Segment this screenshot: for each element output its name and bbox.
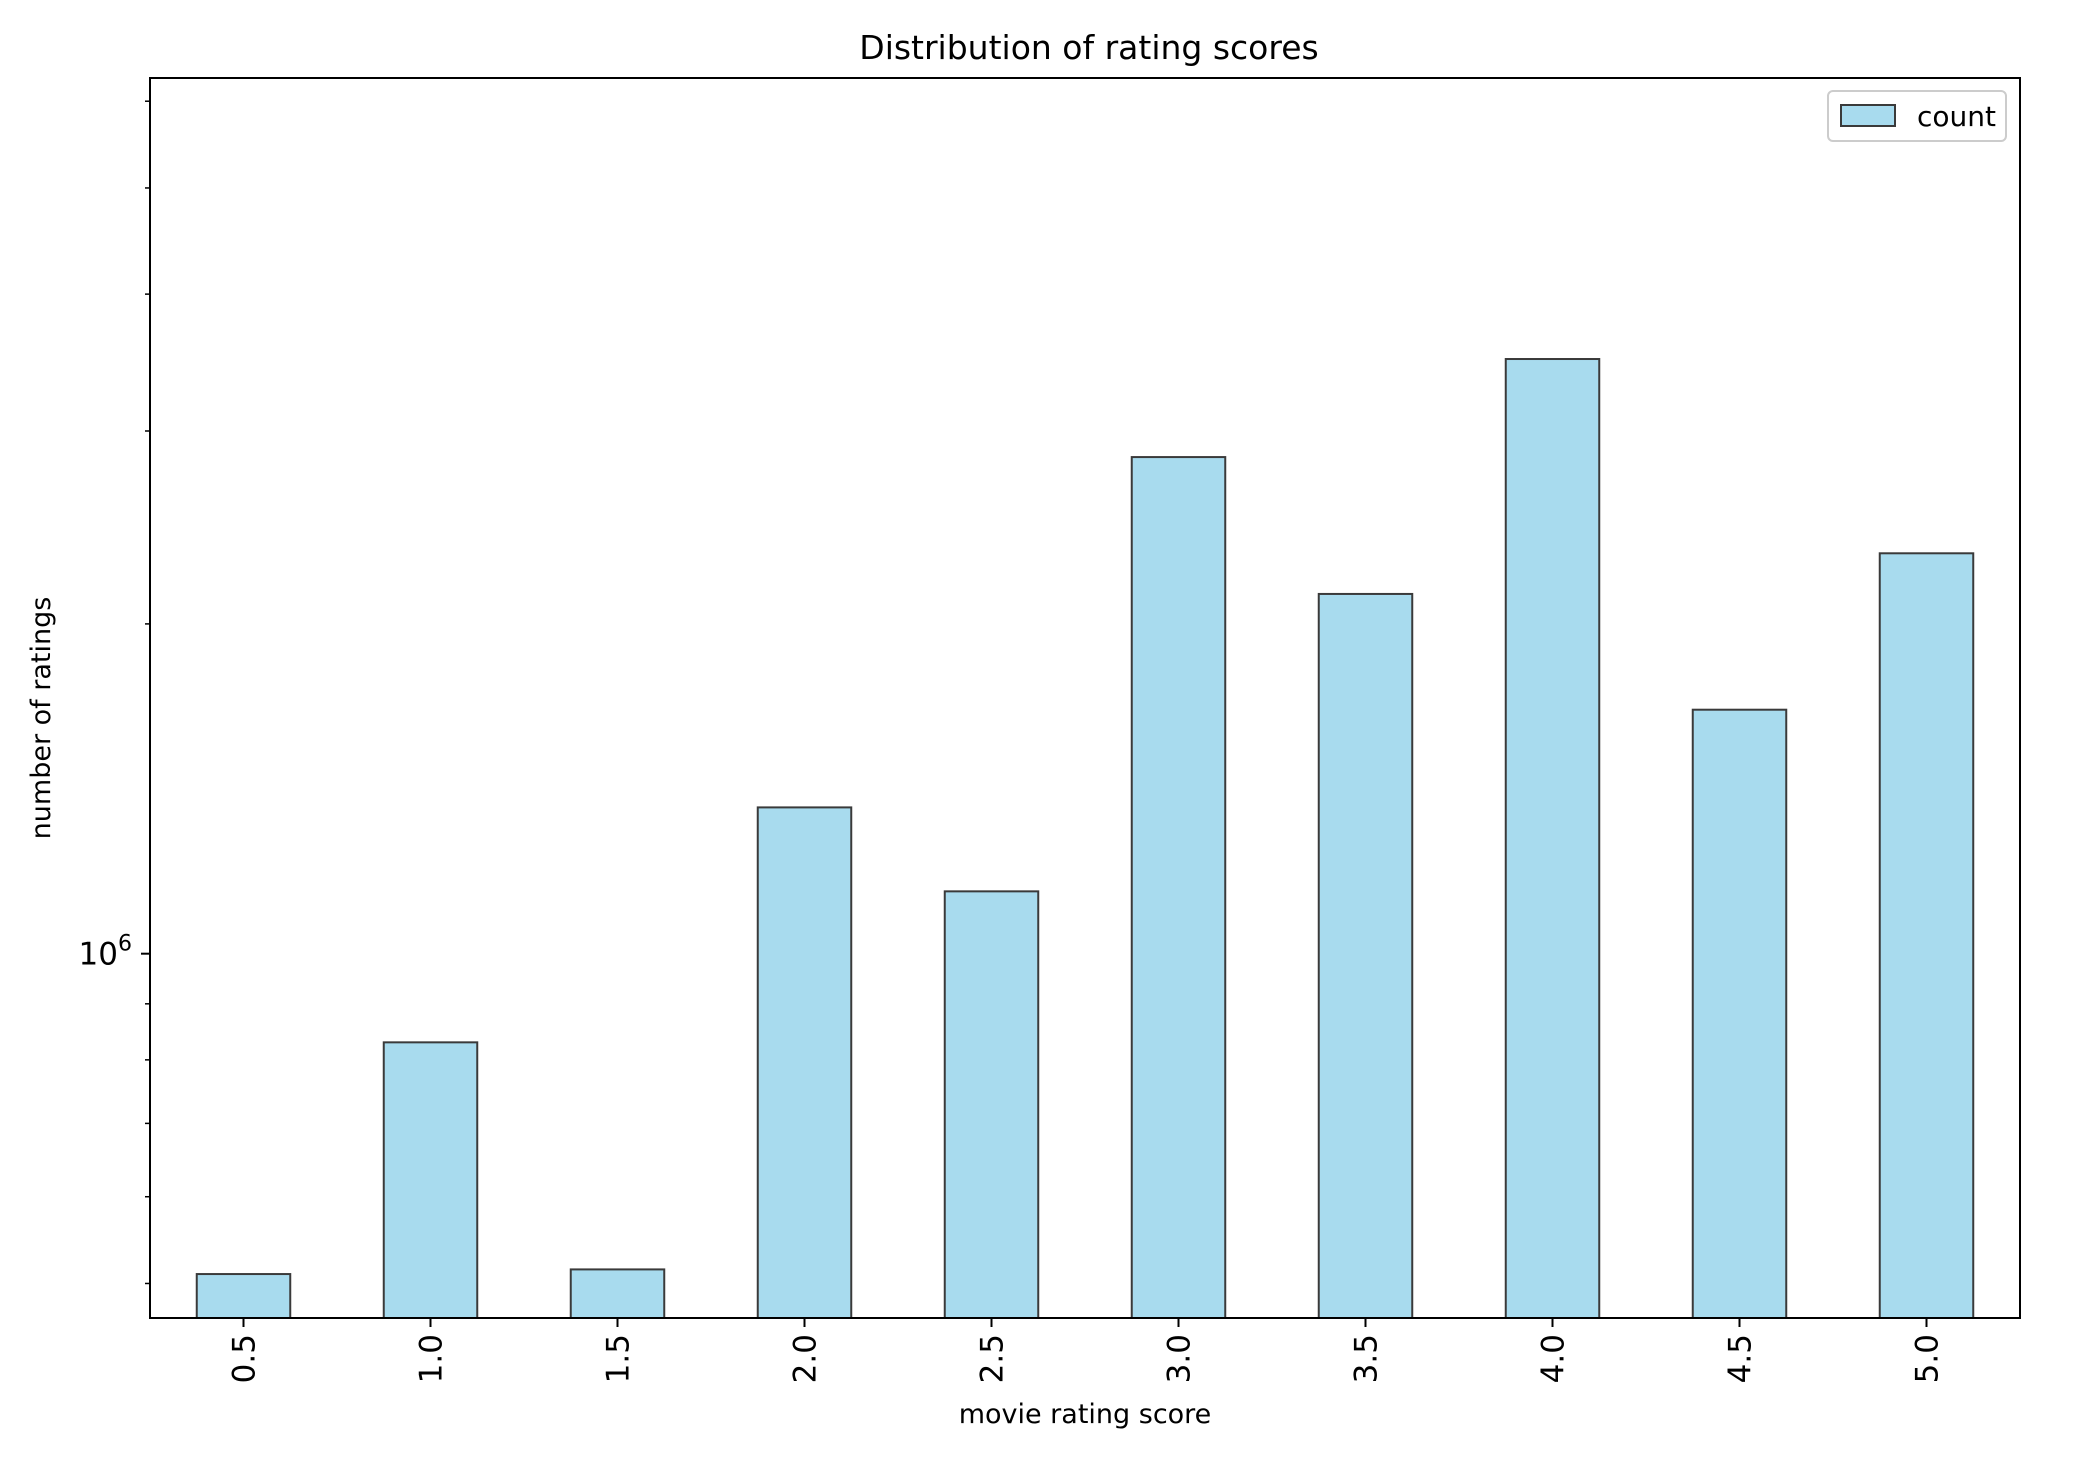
bar-5.0 (1878, 552, 1975, 1319)
bars-layer (195, 358, 1975, 1320)
x-tick-label: 1.5 (601, 1334, 637, 1383)
legend: count (1827, 90, 2007, 142)
bar-2.5 (943, 890, 1040, 1319)
legend-label: count (1917, 100, 1996, 133)
x-tick-label: 3.5 (1349, 1334, 1385, 1383)
y-axis: 106 (79, 100, 150, 1285)
x-tick-label: 2.5 (975, 1334, 1011, 1383)
bar-2.0 (756, 806, 853, 1319)
legend-box (1827, 90, 2007, 142)
x-axis-label: movie rating score (959, 1399, 1212, 1430)
chart-title: Distribution of rating scores (859, 28, 1318, 67)
x-tick-label: 4.0 (1536, 1334, 1572, 1383)
bar-4.0 (1504, 358, 1601, 1320)
y-axis-label: number of ratings (26, 597, 57, 840)
bar-0.5 (195, 1273, 292, 1320)
bar-1.0 (382, 1041, 479, 1319)
bar-3.5 (1317, 592, 1414, 1319)
x-tick-label: 3.0 (1162, 1334, 1198, 1383)
y-tick-label: 106 (79, 932, 132, 973)
x-tick-label: 4.5 (1723, 1334, 1759, 1383)
legend-swatch (1840, 104, 1896, 127)
bar-1.5 (569, 1268, 666, 1319)
x-tick-label: 0.5 (227, 1334, 263, 1383)
bar-3.0 (1130, 456, 1227, 1319)
plot-area-frame (149, 77, 2021, 1319)
x-tick-label: 2.0 (788, 1334, 824, 1383)
x-tick-label: 1.0 (414, 1334, 450, 1383)
bar-4.5 (1691, 708, 1788, 1319)
x-axis: 0.5 1.0 1.5 2.0 2.5 3.0 3.5 4.0 4.5 5.0 (227, 1318, 1946, 1383)
x-tick-label: 5.0 (1910, 1334, 1946, 1383)
